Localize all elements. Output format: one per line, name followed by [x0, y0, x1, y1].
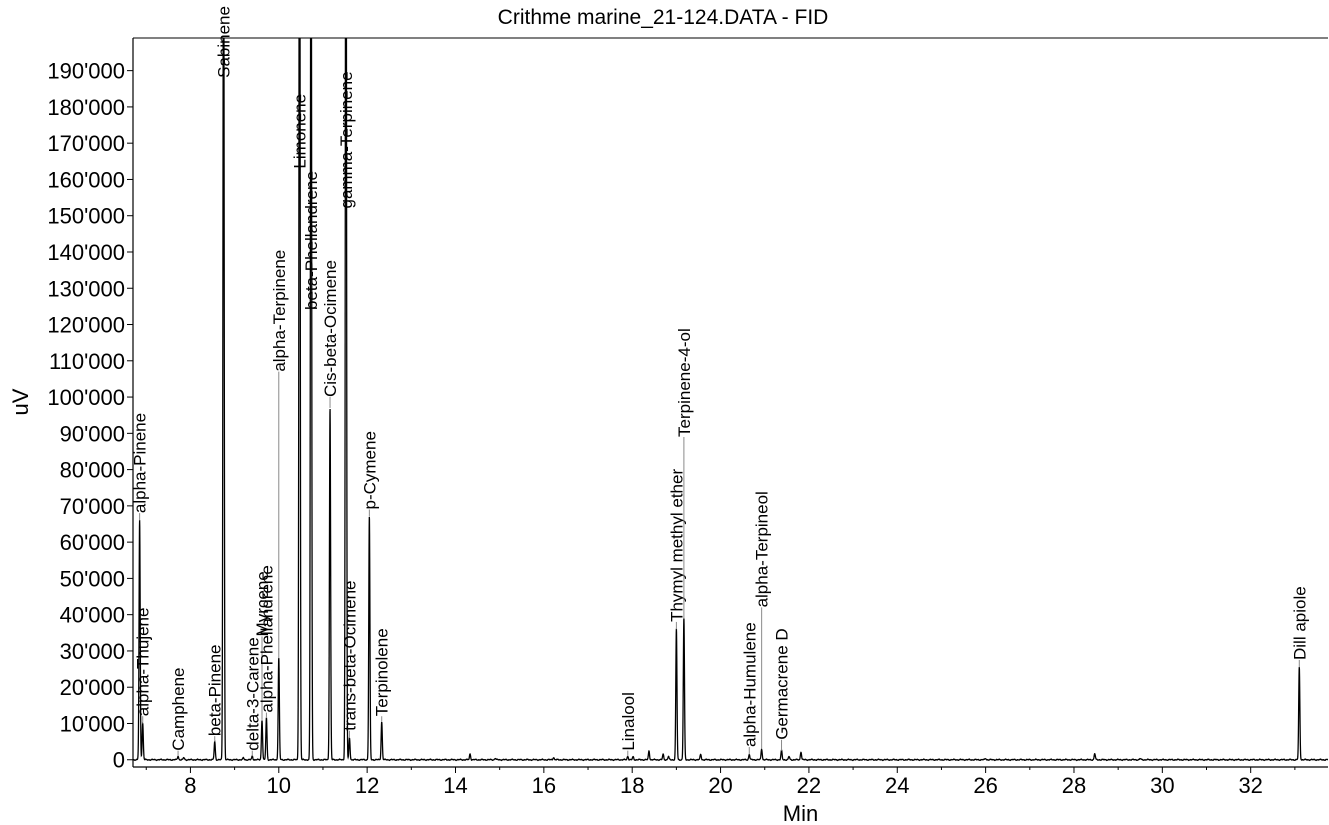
- peak-label: alpha-Terpineol: [753, 491, 772, 607]
- peak-label: beta-Phellandrene: [302, 171, 321, 310]
- peak-label: Dill apiole: [1290, 586, 1309, 660]
- peak-label: Germacrene D: [773, 628, 792, 739]
- y-tick-label: 40'000: [60, 603, 125, 628]
- y-tick-label: 110'000: [49, 349, 125, 374]
- x-tick-label: 28: [1062, 773, 1086, 798]
- chart-title: Crithme marine_21-124.DATA - FID: [498, 6, 829, 29]
- peak-label: Cis-beta-Ocimene: [321, 260, 340, 397]
- y-tick-label: 180'000: [47, 95, 125, 120]
- peak-label: Terpinolene: [373, 628, 392, 716]
- chromatogram-trace: [133, 38, 1328, 762]
- x-tick-label: 24: [885, 773, 909, 798]
- x-tick-label: 10: [267, 773, 291, 798]
- peak-label: gamma-Terpinene: [337, 71, 356, 208]
- y-tick-label: 10'000: [60, 711, 125, 736]
- peak-label: delta-3-Carene: [243, 637, 262, 750]
- plot-area: [133, 38, 1328, 762]
- x-axis: 8 10 12 14 16 18 20 22 24 26 28 30 32: [145, 767, 1296, 798]
- peak-label: alpha-Terpinene: [270, 250, 289, 372]
- y-tick-label: 170'000: [47, 131, 125, 156]
- y-tick-label: 160'000: [47, 167, 125, 192]
- x-axis-title: Min: [783, 801, 818, 825]
- y-tick-label: 150'000: [47, 204, 125, 229]
- peak-label: alpha-Thujene: [134, 608, 153, 717]
- x-tick-label: 8: [184, 773, 196, 798]
- y-tick-label: 140'000: [47, 240, 125, 265]
- x-tick-label: 30: [1150, 773, 1174, 798]
- y-tick-label: 120'000: [47, 313, 125, 338]
- y-tick-label: 90'000: [60, 421, 125, 446]
- x-tick-label: 22: [797, 773, 821, 798]
- y-axis: 0 10'000 20'000 30'000 40'000 50'000 60'000 70'…: [47, 59, 133, 773]
- peak-label: Thymyl methyl ether: [667, 469, 686, 622]
- x-tick-label: 32: [1238, 773, 1262, 798]
- x-tick-label: 12: [355, 773, 379, 798]
- peak-label: beta-Pinene: [206, 644, 225, 736]
- x-tick-label: 14: [443, 773, 467, 798]
- y-tick-label: 60'000: [60, 530, 125, 555]
- y-tick-label: 0: [113, 748, 125, 773]
- peak-labels: alpha-Pinene alpha-Thujene Camphene beta-Pi…: [131, 6, 1309, 757]
- y-axis-title: uV: [8, 388, 33, 415]
- peak-label: Sabinene: [215, 6, 234, 78]
- x-tick-label: 26: [973, 773, 997, 798]
- y-tick-label: 190'000: [47, 59, 125, 84]
- peak-label: alpha-Phellandrene: [257, 565, 276, 712]
- peak-label: Camphene: [169, 668, 188, 751]
- peak-label: alpha-Pinene: [131, 413, 150, 513]
- y-tick-label: 50'000: [60, 566, 125, 591]
- y-tick-label: 100'000: [47, 385, 125, 410]
- x-tick-label: 16: [532, 773, 556, 798]
- y-tick-label: 70'000: [60, 494, 125, 519]
- x-tick-label: 20: [708, 773, 732, 798]
- y-tick-label: 130'000: [47, 276, 125, 301]
- peak-label: trans-beta-Ocimene: [340, 580, 359, 730]
- peak-label: alpha-Humulene: [740, 622, 759, 747]
- y-tick-label: 80'000: [60, 458, 125, 483]
- x-tick-label: 18: [620, 773, 644, 798]
- peak-label: Limonene: [291, 94, 310, 169]
- peak-label: Terpinene-4-ol: [675, 328, 694, 437]
- peak-label: p-Cymene: [360, 431, 379, 509]
- y-tick-label: 20'000: [60, 675, 125, 700]
- y-tick-label: 30'000: [60, 639, 125, 664]
- peak-label: Myrcene: [253, 571, 272, 636]
- peak-label: Linalool: [619, 692, 638, 751]
